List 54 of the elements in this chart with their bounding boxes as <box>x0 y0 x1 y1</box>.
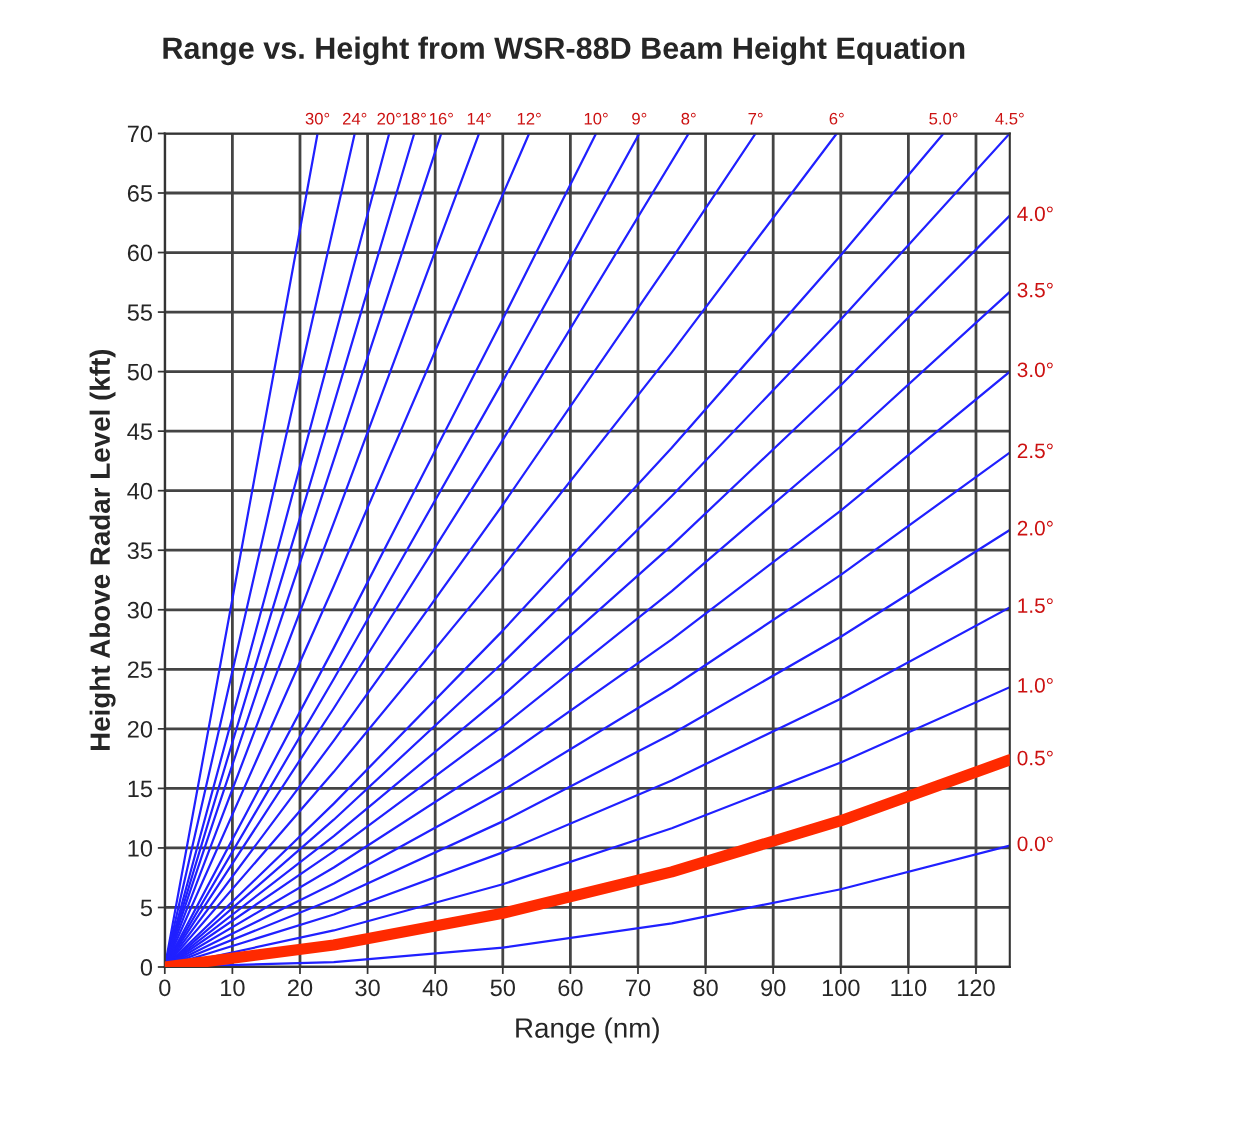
x-tick-label: 70 <box>626 979 651 997</box>
series-label: 4.5° <box>995 112 1024 125</box>
series-label: 0.0° <box>1017 836 1053 852</box>
y-tick-label: 25 <box>127 661 152 679</box>
y-tick-label: 20 <box>127 720 153 738</box>
chart-title: Range vs. Height from WSR-88D Beam Height Equation <box>163 36 965 66</box>
series-label: 18° <box>402 112 426 125</box>
series-label: 20° <box>377 112 401 125</box>
y-tick-label: 70 <box>127 125 153 143</box>
y-tick-label: 15 <box>128 780 152 798</box>
series-label: 1.5° <box>1018 598 1053 613</box>
y-tick-label: 5 <box>140 899 152 917</box>
y-tick-label: 65 <box>127 185 152 202</box>
x-tick-label: 10 <box>221 979 245 997</box>
y-tick-label: 40 <box>127 482 153 500</box>
x-tick-label: 20 <box>288 979 313 997</box>
x-tick-label: 40 <box>422 979 448 997</box>
x-tick-label: 90 <box>761 979 786 997</box>
series-label: 2.5° <box>1017 443 1053 459</box>
series-label: 2.0° <box>1017 520 1053 536</box>
series-label: 5.0° <box>929 112 958 125</box>
series-label: 12° <box>517 112 541 125</box>
y-tick-label: 45 <box>127 423 152 440</box>
x-tick-label: 0 <box>159 979 171 997</box>
series-label: 24° <box>342 112 367 125</box>
x-tick-label: 120 <box>958 979 995 997</box>
series-label: 7° <box>748 112 763 125</box>
series-label: 30° <box>305 112 330 125</box>
x-tick-label: 30 <box>355 979 380 997</box>
series-label: 6° <box>829 112 844 125</box>
y-tick-label: 0 <box>140 959 153 976</box>
series-label: 10° <box>584 112 608 125</box>
series-label: 4.0° <box>1017 206 1053 222</box>
y-tick-label: 10 <box>128 839 153 857</box>
series-label: 9° <box>632 112 647 125</box>
series-label: 8° <box>681 112 696 125</box>
y-tick-label: 60 <box>127 244 153 262</box>
y-tick-label: 30 <box>127 601 153 619</box>
series-label: 14° <box>467 112 491 125</box>
series-label: 1.0° <box>1018 678 1053 693</box>
x-tick-label: 100 <box>822 979 860 997</box>
x-tick-label: 110 <box>891 979 927 997</box>
series-label: 16° <box>429 112 453 125</box>
x-axis-title: Range (nm) <box>516 1017 659 1044</box>
x-tick-label: 50 <box>490 979 515 997</box>
y-axis-title: Height Above Radar Level (kft) <box>89 349 116 751</box>
series-label: 3.5° <box>1017 282 1053 298</box>
series-label: 3.0° <box>1017 362 1053 378</box>
y-tick-label: 35 <box>127 542 152 560</box>
x-tick-label: 80 <box>693 979 718 997</box>
y-tick-label: 55 <box>127 304 152 321</box>
x-tick-label: 60 <box>558 979 583 997</box>
series-label: 0.5° <box>1017 750 1053 766</box>
y-tick-label: 50 <box>127 363 153 381</box>
